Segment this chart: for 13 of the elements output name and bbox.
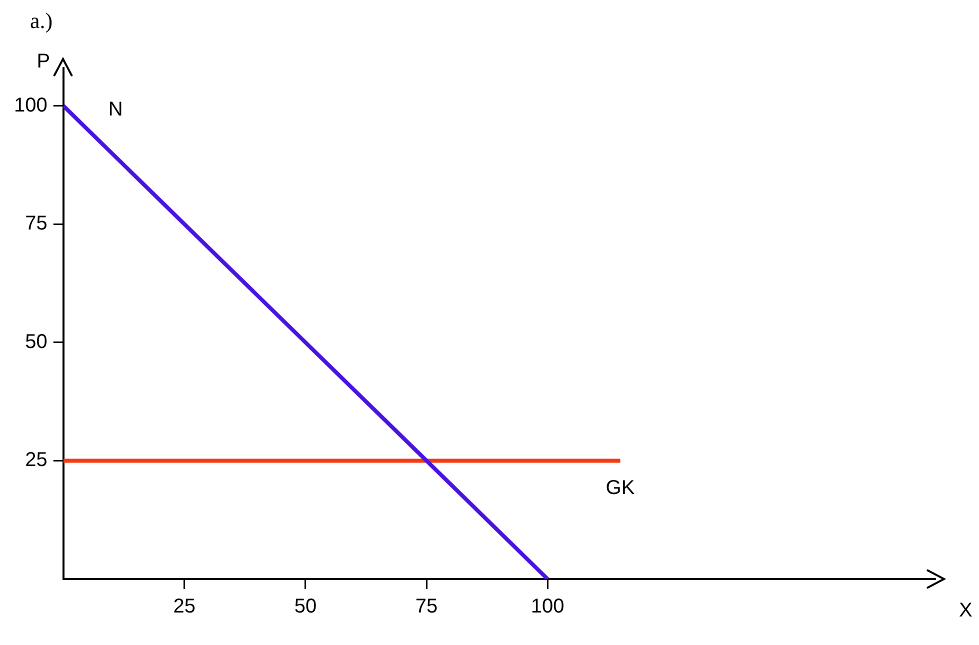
series-label: GK xyxy=(606,477,636,500)
chart-title: a.) xyxy=(30,8,53,34)
x-tick-label: 50 xyxy=(294,596,317,618)
y-tick-label: 75 xyxy=(25,212,48,235)
y-axis-title: P xyxy=(36,50,50,73)
series-label: N xyxy=(108,98,123,120)
x-tick-label: 25 xyxy=(173,596,196,618)
x-tick-label: 75 xyxy=(415,596,438,618)
x-tick-label: 100 xyxy=(530,596,564,618)
y-tick-label: 50 xyxy=(25,330,48,353)
y-tick-label: 100 xyxy=(14,94,48,116)
y-tick-label: 25 xyxy=(25,449,48,472)
x-axis-title: X xyxy=(959,600,972,622)
